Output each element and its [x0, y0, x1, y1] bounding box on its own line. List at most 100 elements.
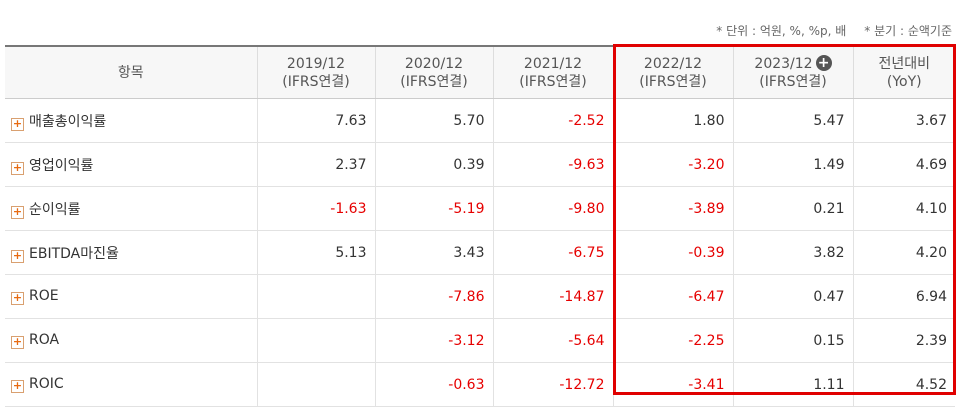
- row-label-cell: + EBITDA마진율: [5, 230, 257, 275]
- data-table: 항목 2019/12 (IFRS연결) 2020/12 (IFRS연결) 2021/12(…: [5, 45, 955, 407]
- value-cell: 3.43: [374, 230, 493, 275]
- value-cell: -14.87: [492, 274, 613, 319]
- row-label: ROE: [29, 288, 59, 304]
- value-cell: -6.47: [612, 274, 733, 319]
- value: 0.15: [813, 332, 845, 349]
- value-cell: 1.11: [732, 362, 853, 407]
- row-label: ROA: [29, 332, 60, 348]
- value: 4.52: [915, 376, 947, 393]
- expand-icon[interactable]: +: [11, 335, 24, 349]
- value-cell: 5.13: [256, 230, 375, 275]
- value-cell: 7.63: [256, 98, 375, 143]
- row-label: 순이익률: [29, 201, 81, 218]
- value-cell: -6.75: [492, 230, 613, 275]
- table-row: + ROE -7.86 -14.87 -6.47 0.47 6.94: [5, 274, 955, 319]
- expand-icon[interactable]: +: [11, 379, 24, 393]
- row-label-cell: + ROIC: [5, 362, 257, 407]
- value-cell: 3.67: [852, 98, 955, 143]
- value: -0.39: [688, 244, 725, 261]
- value-cell: -12.72: [492, 362, 613, 407]
- notes: * 단위 : 억원, %, %p, 배 * 분기 : 순액기준: [698, 22, 952, 39]
- value: -1.63: [330, 200, 367, 217]
- table-row: + ROA -3.12 -5.64 -2.25 0.15 2.39: [5, 318, 955, 363]
- header-text: 항목: [117, 64, 144, 81]
- value-cell: 1.49: [732, 142, 853, 187]
- expand-icon[interactable]: +: [11, 204, 24, 219]
- table-row: + 순이익률 -1.63 -5.19 -9.80 -3.89 0.21 4.10: [5, 186, 955, 231]
- value: 1.49: [813, 156, 845, 173]
- table-row: + 매출총이익률 7.63 5.70 -2.52 1.80 5.47 3.67: [5, 98, 955, 143]
- header-text: (IFRS연결): [519, 73, 587, 90]
- header-text: 2020/12: [404, 55, 464, 72]
- expand-icon[interactable]: +: [11, 248, 24, 263]
- value-cell: 6.94: [852, 274, 955, 319]
- value: 1.11: [813, 376, 845, 393]
- value: 1.80: [693, 112, 725, 129]
- header-cell: 2019/12 (IFRS연결): [256, 45, 375, 99]
- value: -3.41: [688, 376, 725, 393]
- value: 2.37: [335, 156, 367, 173]
- header-cell: 2022/12 (IFRS연결): [612, 45, 733, 99]
- value-cell: -2.52: [492, 98, 613, 143]
- value-cell: -9.80: [492, 186, 613, 231]
- value-cell: 2.37: [256, 142, 375, 187]
- value: 3.43: [453, 244, 485, 261]
- value-cell: -0.63: [374, 362, 493, 407]
- expand-icon[interactable]: +: [11, 291, 24, 305]
- value-cell: 4.69: [852, 142, 955, 187]
- value: 0.21: [813, 200, 845, 217]
- table-row: + ROIC -0.63 -12.72 -3.41 1.11 4.52: [5, 362, 955, 407]
- value: 5.47: [813, 112, 845, 129]
- value-cell: -5.64: [492, 318, 613, 363]
- value: 3.67: [915, 112, 947, 129]
- value-cell: [256, 362, 375, 407]
- header-text: (IFRS연결): [759, 73, 827, 90]
- expand-icon[interactable]: +: [815, 54, 832, 71]
- value-cell: 4.20: [852, 230, 955, 275]
- row-label: ROIC: [29, 376, 64, 392]
- header-row: 항목 2019/12 (IFRS연결) 2020/12 (IFRS연결) 2021/12(…: [5, 45, 955, 99]
- row-label: EBITDA마진율: [29, 245, 119, 262]
- header-text: 2023/12: [754, 55, 813, 72]
- value-cell: [256, 274, 375, 319]
- value-cell: 3.82: [732, 230, 853, 275]
- value: 2.39: [915, 332, 947, 349]
- value: -3.12: [448, 332, 485, 349]
- value-cell: 5.47: [732, 98, 853, 143]
- expand-icon[interactable]: +: [11, 116, 24, 131]
- value-cell: 4.52: [852, 362, 955, 407]
- header-text: 2022/12: [643, 55, 703, 72]
- value-cell: -9.63: [492, 142, 613, 187]
- note: * 단위 : 억원, %, %p, 배: [716, 24, 847, 38]
- value: -9.80: [568, 200, 605, 217]
- value-cell: 2.39: [852, 318, 955, 363]
- header-cell: 항목: [5, 45, 257, 99]
- table-row: + 영업이익률 2.37 0.39 -9.63 -3.20 1.49 4.69: [5, 142, 955, 187]
- value-cell: -0.39: [612, 230, 733, 275]
- row-label-cell: + ROE: [5, 274, 257, 319]
- header-text: (IFRS연결): [639, 73, 707, 90]
- value: 4.69: [915, 156, 947, 173]
- value: 5.70: [453, 112, 485, 129]
- value: -12.72: [559, 376, 605, 393]
- expand-icon[interactable]: +: [11, 160, 24, 175]
- row-label-cell: + 순이익률: [5, 186, 257, 231]
- value-cell: -2.25: [612, 318, 733, 363]
- value: -3.20: [688, 156, 725, 173]
- value: 4.10: [915, 200, 947, 217]
- row-label-cell: + 매출총이익률: [5, 98, 257, 143]
- value-cell: 0.39: [374, 142, 493, 187]
- value: -2.52: [568, 112, 605, 129]
- header-cell: 2023/12 + (IFRS연결): [732, 45, 853, 99]
- value: -2.25: [688, 332, 725, 349]
- row-label-cell: + ROA: [5, 318, 257, 363]
- header-text: 2021/12: [523, 55, 583, 72]
- value: -6.47: [688, 288, 725, 305]
- value-cell: -5.19: [374, 186, 493, 231]
- header-text: 2019/12: [286, 55, 346, 72]
- header-cell: 2021/12 (IFRS연결): [492, 45, 613, 99]
- table-body: + 매출총이익률 7.63 5.70 -2.52 1.80 5.47 3.67 + 영업이익률 2.…: [5, 98, 955, 407]
- value-cell: -3.89: [612, 186, 733, 231]
- table-row: + EBITDA마진율 5.13 3.43 -6.75 -0.39 3.82 4.20: [5, 230, 955, 275]
